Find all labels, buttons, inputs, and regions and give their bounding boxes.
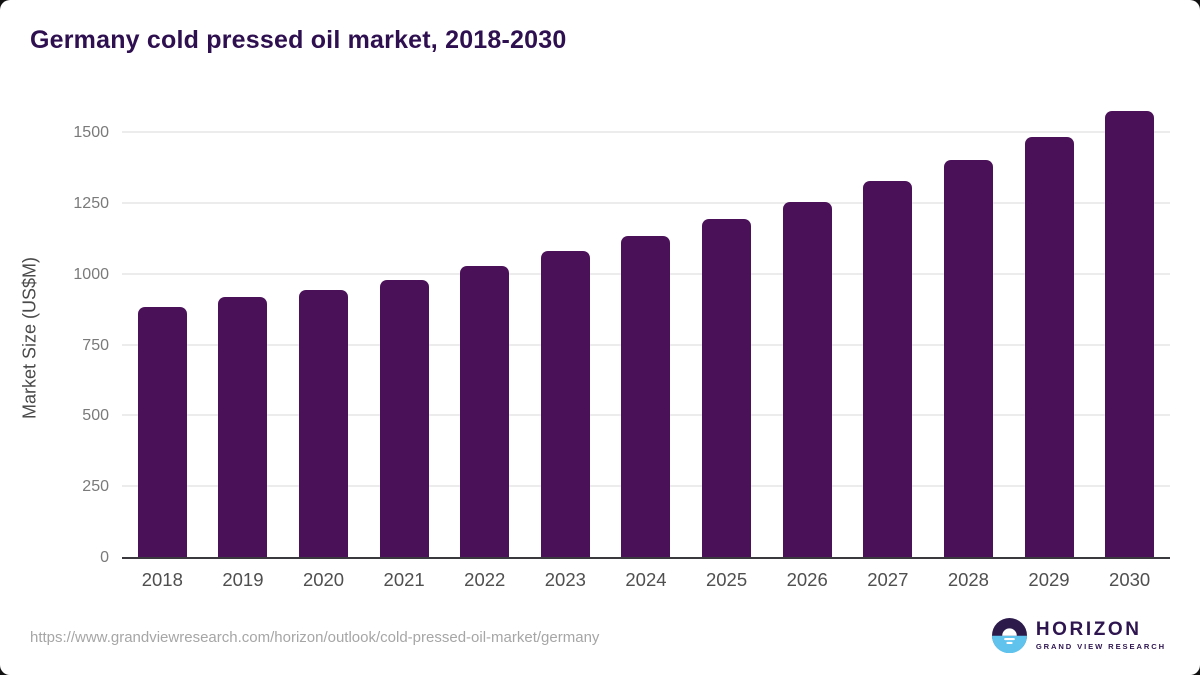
x-tick-2029: 2029 xyxy=(1028,569,1070,590)
chart-title: Germany cold pressed oil market, 2018-20… xyxy=(30,26,567,54)
x-tick-2027: 2027 xyxy=(867,569,909,590)
bar-2020[interactable] xyxy=(299,290,349,558)
x-tick-2022: 2022 xyxy=(464,569,506,590)
bar-2023[interactable] xyxy=(540,250,590,558)
bar-slot-2019 xyxy=(203,105,284,558)
bar-slot-2020 xyxy=(283,105,364,558)
x-axis-line xyxy=(122,557,1170,559)
bar-slot-2025 xyxy=(686,105,767,558)
y-tick-500: 500 xyxy=(82,407,109,425)
bar-slot-2022 xyxy=(444,105,525,558)
bar-slot-2024 xyxy=(606,105,687,558)
bar-2030[interactable] xyxy=(1105,110,1155,558)
y-tick-1000: 1000 xyxy=(73,265,109,283)
bar-2024[interactable] xyxy=(621,236,671,558)
y-tick-1250: 1250 xyxy=(73,195,109,213)
bar-slot-2021 xyxy=(364,105,445,558)
bar-2022[interactable] xyxy=(460,265,510,558)
logo-sub: GRAND VIEW RESEARCH xyxy=(1035,642,1166,652)
x-tick-2028: 2028 xyxy=(947,569,989,590)
y-axis-title: Market Size (US$M) xyxy=(19,256,40,420)
y-tick-750: 750 xyxy=(82,336,109,354)
bar-2028[interactable] xyxy=(943,160,993,558)
x-tick-2018: 2018 xyxy=(141,569,183,590)
horizon-logo-text: HORIZON GRAND VIEW RESEARCH xyxy=(1036,620,1166,651)
x-tick-labels: 2018 2019 2020 2021 2022 2023 2024 2025 2026 2027… xyxy=(122,569,1170,591)
bar-slot-2029 xyxy=(1009,105,1090,558)
y-tick-0: 0 xyxy=(100,549,109,566)
bar-slot-2030 xyxy=(1089,105,1170,558)
x-tick-2023: 2023 xyxy=(544,569,586,590)
source-url: https://www.grandviewresearch.com/horizo… xyxy=(30,629,600,646)
bar-2019[interactable] xyxy=(218,297,268,558)
x-tick-2025: 2025 xyxy=(705,569,748,590)
bar-2025[interactable] xyxy=(702,219,752,558)
x-tick-2021: 2021 xyxy=(383,569,425,590)
x-tick-2026: 2026 xyxy=(786,569,828,590)
bar-slot-2026 xyxy=(767,105,848,558)
y-tick-250: 250 xyxy=(82,478,109,496)
x-tick-2030: 2030 xyxy=(1109,569,1151,590)
bar-slot-2028 xyxy=(928,105,1009,558)
plot-area: 0 250 500 750 1000 1250 1500 2018 2019 2020 2021 2… xyxy=(73,105,1170,590)
bar-2026[interactable] xyxy=(782,201,832,558)
bar-slot-2018 xyxy=(122,105,203,558)
horizon-logo[interactable]: HORIZON GRAND VIEW RESEARCH xyxy=(991,618,1166,653)
gridline-1250 xyxy=(122,202,1170,205)
horizon-logo-icon xyxy=(991,618,1027,653)
logo-brand: HORIZON xyxy=(1035,619,1142,641)
x-tick-2019: 2019 xyxy=(222,569,264,590)
x-tick-2020: 2020 xyxy=(302,569,345,590)
bar-slot-2027 xyxy=(847,105,928,558)
bar-2029[interactable] xyxy=(1024,136,1074,558)
bar-slot-2023 xyxy=(525,105,606,558)
bar-2018[interactable] xyxy=(137,306,187,558)
y-tick-1500: 1500 xyxy=(73,124,109,142)
bar-2027[interactable] xyxy=(863,180,913,558)
x-tick-2024: 2024 xyxy=(625,569,667,590)
bar-2021[interactable] xyxy=(379,279,429,558)
gridline-1500 xyxy=(122,131,1170,134)
bars-row xyxy=(122,105,1170,558)
